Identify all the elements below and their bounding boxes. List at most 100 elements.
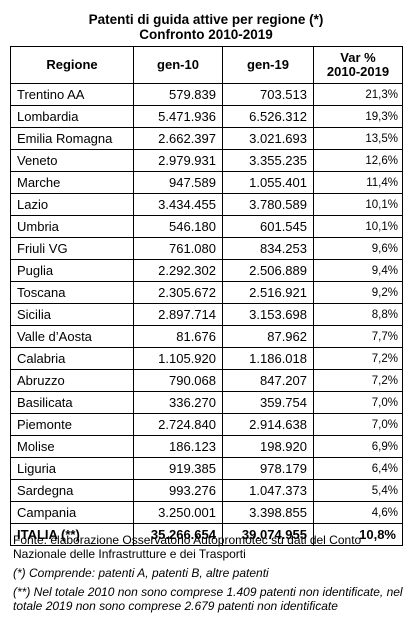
table-row: Lombardia 5.471.936 6.526.312 19,3% bbox=[10, 105, 403, 128]
cell-gen19: 1.186.018 bbox=[222, 347, 314, 370]
cell-region: Molise bbox=[10, 435, 134, 458]
cell-var: 4,6% bbox=[313, 501, 403, 524]
title-line-2: Confronto 2010-2019 bbox=[139, 27, 273, 42]
source-note: Fonte: elaborazione Osservatorio Autopro… bbox=[13, 533, 362, 561]
cell-var: 6,4% bbox=[313, 457, 403, 480]
header-var: Var % 2010-2019 bbox=[313, 46, 403, 84]
table-row: Umbria 546.180 601.545 10,1% bbox=[10, 215, 403, 238]
cell-var: 7,0% bbox=[313, 413, 403, 436]
cell-gen10: 2.662.397 bbox=[133, 127, 223, 150]
table-row: Molise 186.123 198.920 6,9% bbox=[10, 435, 403, 458]
licenses-table: Regione gen-10 gen-19 Var % 2010-2019 Tr… bbox=[10, 46, 403, 546]
cell-gen19: 2.516.921 bbox=[222, 281, 314, 304]
table-row: Valle d’Aosta 81.676 87.962 7,7% bbox=[10, 325, 403, 348]
cell-var: 8,8% bbox=[313, 303, 403, 326]
cell-gen19: 87.962 bbox=[222, 325, 314, 348]
header-region: Regione bbox=[10, 46, 134, 84]
table-row: Sardegna 993.276 1.047.373 5,4% bbox=[10, 479, 403, 502]
cell-var: 7,2% bbox=[313, 347, 403, 370]
cell-region: Lombardia bbox=[10, 105, 134, 128]
cell-region: Puglia bbox=[10, 259, 134, 282]
table-row: Campania 3.250.001 3.398.855 4,6% bbox=[10, 501, 403, 524]
cell-var: 10,1% bbox=[313, 193, 403, 216]
header-var-line1: Var % bbox=[340, 50, 376, 65]
cell-gen19: 3.153.698 bbox=[222, 303, 314, 326]
cell-gen10: 761.080 bbox=[133, 237, 223, 260]
title-line-1: Patenti di guida attive per regione (*) bbox=[88, 12, 324, 27]
cell-gen10: 81.676 bbox=[133, 325, 223, 348]
cell-gen10: 5.471.936 bbox=[133, 105, 223, 128]
cell-var: 7,7% bbox=[313, 325, 403, 348]
table-row: Piemonte 2.724.840 2.914.638 7,0% bbox=[10, 413, 403, 436]
cell-gen10: 3.250.001 bbox=[133, 501, 223, 524]
total-row: ITALIA (**) 35.266.654 39.074.955 10,8% bbox=[10, 523, 403, 546]
table-row: Abruzzo 790.068 847.207 7,2% bbox=[10, 369, 403, 392]
cell-gen19: 198.920 bbox=[222, 435, 314, 458]
cell-gen10: 546.180 bbox=[133, 215, 223, 238]
cell-var: 7,2% bbox=[313, 369, 403, 392]
cell-var: 6,9% bbox=[313, 435, 403, 458]
cell-gen10: 2.979.931 bbox=[133, 149, 223, 172]
table-row: Toscana 2.305.672 2.516.921 9,2% bbox=[10, 281, 403, 304]
cell-var: 9,6% bbox=[313, 237, 403, 260]
footnote-2: (**) Nel totale 2010 non sono comprese 1… bbox=[13, 585, 403, 613]
total-region: ITALIA (**) bbox=[10, 523, 134, 546]
cell-region: Trentino AA bbox=[10, 83, 134, 106]
cell-gen19: 847.207 bbox=[222, 369, 314, 392]
cell-gen19: 978.179 bbox=[222, 457, 314, 480]
cell-var: 11,4% bbox=[313, 171, 403, 194]
cell-var: 21,3% bbox=[313, 83, 403, 106]
cell-gen19: 3.355.235 bbox=[222, 149, 314, 172]
cell-gen10: 2.305.672 bbox=[133, 281, 223, 304]
table-row: Basilicata 336.270 359.754 7,0% bbox=[10, 391, 403, 414]
cell-var: 9,2% bbox=[313, 281, 403, 304]
total-var: 10,8% bbox=[313, 523, 403, 546]
cell-region: Calabria bbox=[10, 347, 134, 370]
cell-gen10: 579.839 bbox=[133, 83, 223, 106]
cell-var: 12,6% bbox=[313, 149, 403, 172]
cell-gen19: 834.253 bbox=[222, 237, 314, 260]
cell-region: Campania bbox=[10, 501, 134, 524]
cell-gen10: 2.897.714 bbox=[133, 303, 223, 326]
cell-region: Valle d’Aosta bbox=[10, 325, 134, 348]
cell-region: Toscana bbox=[10, 281, 134, 304]
header-gen10: gen-10 bbox=[133, 46, 223, 84]
total-gen19: 39.074.955 bbox=[222, 523, 314, 546]
cell-gen19: 359.754 bbox=[222, 391, 314, 414]
cell-gen19: 2.506.889 bbox=[222, 259, 314, 282]
cell-gen10: 947.589 bbox=[133, 171, 223, 194]
cell-gen19: 703.513 bbox=[222, 83, 314, 106]
table-body: Trentino AA 579.839 703.513 21,3% Lombardia… bbox=[10, 83, 403, 546]
cell-gen10: 993.276 bbox=[133, 479, 223, 502]
table-row: Emilia Romagna 2.662.397 3.021.693 13,5% bbox=[10, 127, 403, 150]
table-title: Patenti di guida attive per regione (*) … bbox=[10, 12, 402, 42]
cell-region: Friuli VG bbox=[10, 237, 134, 260]
cell-region: Veneto bbox=[10, 149, 134, 172]
cell-var: 10,1% bbox=[313, 215, 403, 238]
cell-gen19: 601.545 bbox=[222, 215, 314, 238]
cell-gen19: 1.047.373 bbox=[222, 479, 314, 502]
cell-var: 7,0% bbox=[313, 391, 403, 414]
table-row: Puglia 2.292.302 2.506.889 9,4% bbox=[10, 259, 403, 282]
cell-region: Umbria bbox=[10, 215, 134, 238]
table-notes: Fonte: elaborazione Osservatorio Autopro… bbox=[13, 533, 405, 618]
table-row: Veneto 2.979.931 3.355.235 12,6% bbox=[10, 149, 403, 172]
cell-gen19: 3.780.589 bbox=[222, 193, 314, 216]
cell-gen10: 790.068 bbox=[133, 369, 223, 392]
header-var-line2: 2010-2019 bbox=[326, 64, 390, 79]
cell-region: Sardegna bbox=[10, 479, 134, 502]
cell-region: Liguria bbox=[10, 457, 134, 480]
footnote-1: (*) Comprende: patenti A, patenti B, alt… bbox=[13, 566, 269, 580]
cell-gen19: 2.914.638 bbox=[222, 413, 314, 436]
cell-region: Piemonte bbox=[10, 413, 134, 436]
table-row: Trentino AA 579.839 703.513 21,3% bbox=[10, 83, 403, 106]
table-row: Friuli VG 761.080 834.253 9,6% bbox=[10, 237, 403, 260]
table-row: Liguria 919.385 978.179 6,4% bbox=[10, 457, 403, 480]
table-row: Sicilia 2.897.714 3.153.698 8,8% bbox=[10, 303, 403, 326]
cell-region: Sicilia bbox=[10, 303, 134, 326]
cell-region: Basilicata bbox=[10, 391, 134, 414]
header-gen19: gen-19 bbox=[222, 46, 314, 84]
cell-region: Lazio bbox=[10, 193, 134, 216]
cell-region: Emilia Romagna bbox=[10, 127, 134, 150]
cell-gen10: 3.434.455 bbox=[133, 193, 223, 216]
